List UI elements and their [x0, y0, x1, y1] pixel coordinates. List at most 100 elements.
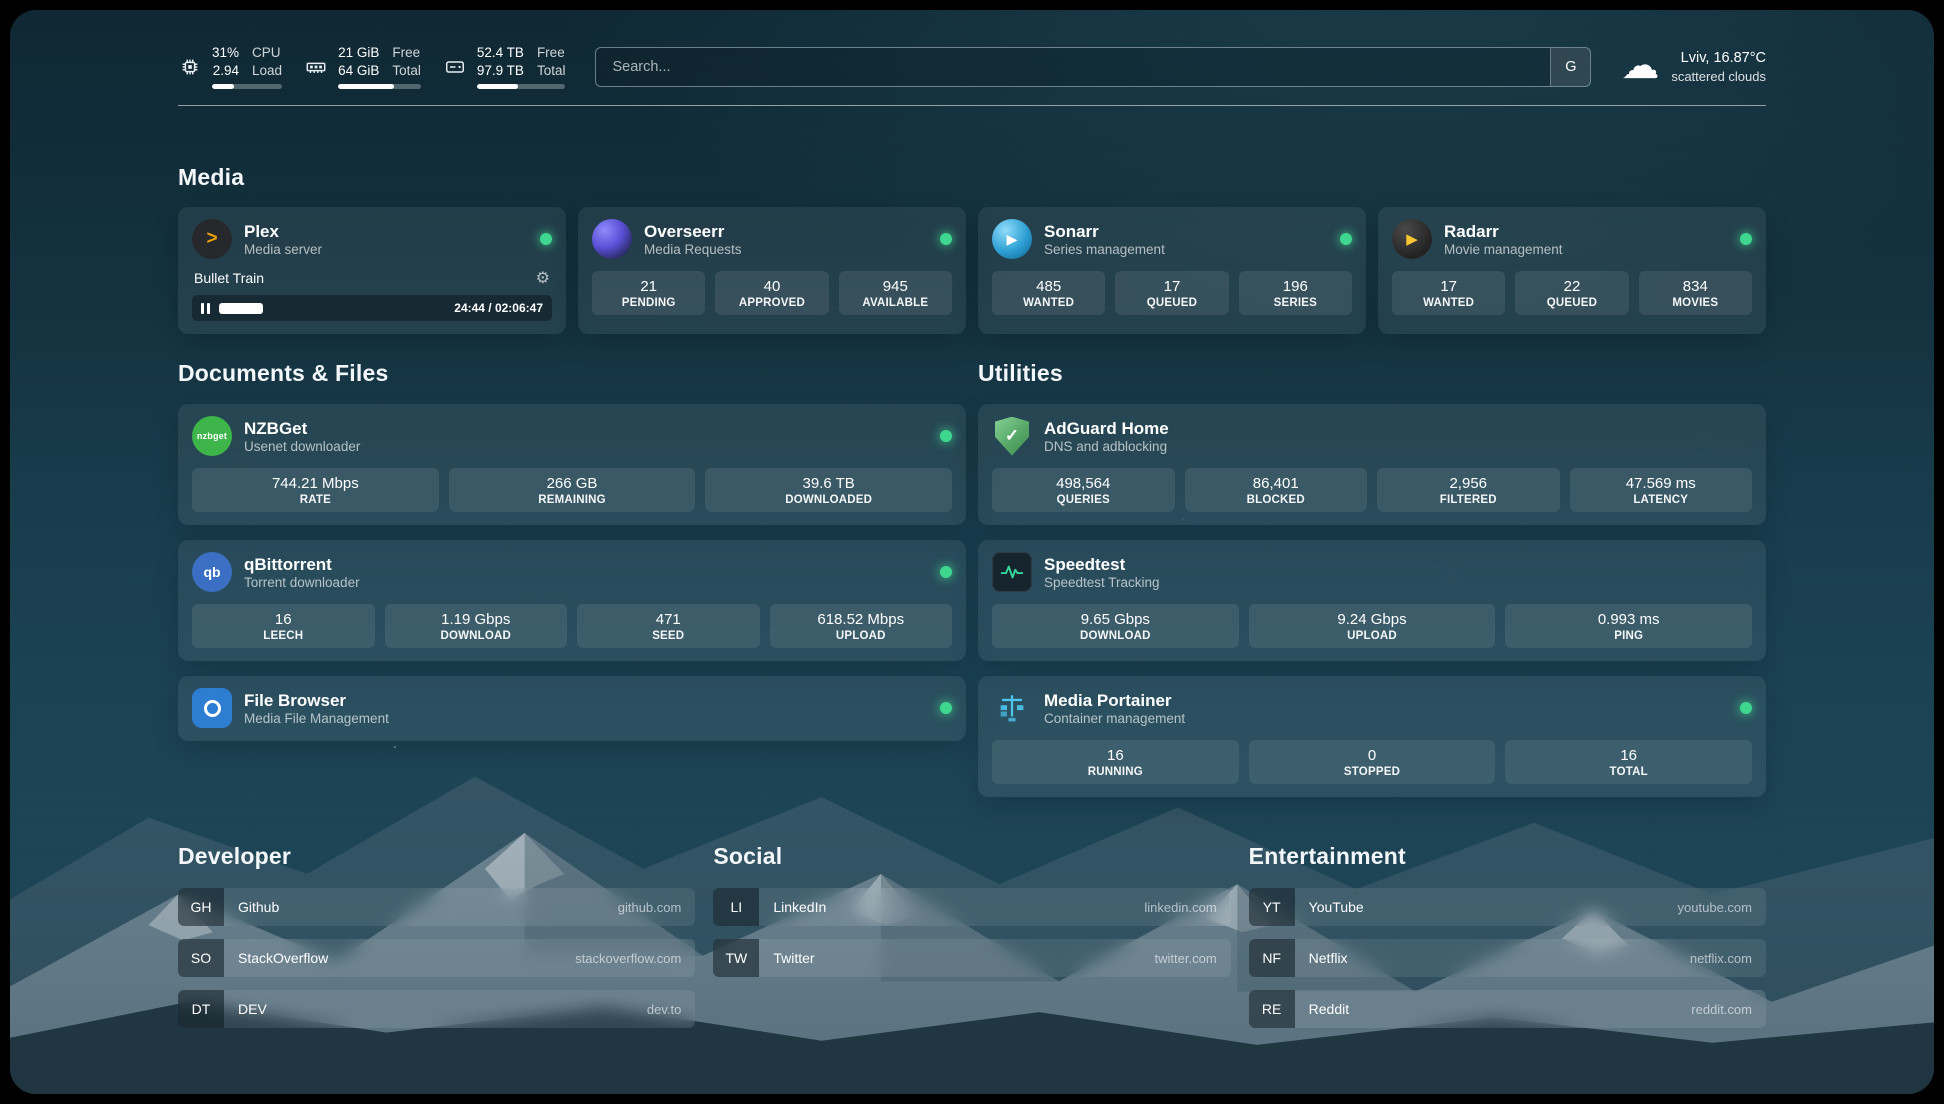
adguard-stat-latency: 47.569 ms LATENCY — [1570, 468, 1753, 512]
portainer-subtitle: Container management — [1044, 711, 1185, 726]
section-title-media: Media — [178, 164, 1766, 191]
qbittorrent-stat-download: 1.19 Gbps DOWNLOAD — [385, 604, 568, 648]
cpu-icon — [178, 55, 202, 79]
bookmark-url: dev.to — [647, 1002, 681, 1017]
overseerr-stat-pending: 21 PENDING — [592, 271, 705, 315]
bookmark-stackoverflow[interactable]: SO StackOverflow stackoverflow.com — [178, 939, 695, 977]
memory-progress-fill — [338, 84, 393, 89]
bookmark-abbr: TW — [713, 939, 759, 977]
plex-now-playing-title: Bullet Train — [194, 270, 264, 286]
bookmark-linkedin[interactable]: LI LinkedIn linkedin.com — [713, 888, 1230, 926]
service-card-plex[interactable]: > Plex Media server Bullet Train ⚙ — [178, 207, 566, 334]
bookmark-name: StackOverflow — [238, 950, 328, 966]
plex-title: Plex — [244, 221, 322, 242]
speedtest-title: Speedtest — [1044, 554, 1160, 575]
disk-total-value: 97.9 TB — [477, 62, 524, 80]
bookmark-reddit[interactable]: RE Reddit reddit.com — [1249, 990, 1766, 1028]
memory-widget: 21 GiB 64 GiB Free Total — [304, 44, 421, 89]
bookmark-netflix[interactable]: NF Netflix netflix.com — [1249, 939, 1766, 977]
filebrowser-icon — [192, 688, 232, 728]
memory-free-value: 21 GiB — [338, 44, 379, 62]
gear-icon[interactable]: ⚙ — [536, 268, 550, 288]
plex-now-playing-widget: Bullet Train ⚙ 24:44 / 02:06:47 — [192, 268, 552, 321]
nzbget-icon: nzbget — [192, 416, 232, 456]
bookmark-name: Reddit — [1309, 1001, 1349, 1017]
shield-check-icon: ✓ — [995, 417, 1029, 456]
pause-icon[interactable] — [201, 303, 210, 314]
cpu-progress-fill — [212, 84, 234, 89]
portainer-title: Media Portainer — [1044, 690, 1185, 711]
bookmark-abbr: DT — [178, 990, 224, 1028]
bookmark-url: linkedin.com — [1144, 900, 1216, 915]
radarr-icon-glyph: ▶ — [1406, 230, 1418, 248]
section-title-entertainment: Entertainment — [1249, 843, 1766, 870]
plex-subtitle: Media server — [244, 242, 322, 257]
bookmark-github[interactable]: GH Github github.com — [178, 888, 695, 926]
adguard-subtitle: DNS and adblocking — [1044, 439, 1169, 454]
qbittorrent-stat-upload: 618.52 Mbps UPLOAD — [770, 604, 953, 648]
header-divider — [178, 105, 1766, 106]
filebrowser-subtitle: Media File Management — [244, 711, 389, 726]
sonarr-status-dot — [1340, 233, 1352, 245]
plex-playback-bar[interactable]: 24:44 / 02:06:47 — [192, 295, 552, 321]
plex-icon: > — [192, 219, 232, 259]
sonarr-icon: ▶ — [992, 219, 1032, 259]
qbittorrent-icon: qb — [192, 552, 232, 592]
disk-free-value: 52.4 TB — [477, 44, 524, 62]
portainer-stat-stopped: 0 STOPPED — [1249, 740, 1496, 784]
bookmark-url: github.com — [618, 900, 682, 915]
speedtest-stat-ping: 0.993 ms PING — [1505, 604, 1752, 648]
adguard-stat-queries: 498,564 QUERIES — [992, 468, 1175, 512]
bookmark-youtube[interactable]: YT YouTube youtube.com — [1249, 888, 1766, 926]
service-card-filebrowser[interactable]: File Browser Media File Management — [178, 676, 966, 741]
service-card-portainer[interactable]: Media Portainer Container management 16 … — [978, 676, 1766, 797]
utilities-section: Utilities ✓ AdGuard Home DNS and adblock… — [978, 360, 1766, 797]
service-card-nzbget[interactable]: nzbget NZBGet Usenet downloader 744.21 M… — [178, 404, 966, 525]
radarr-status-dot — [1740, 233, 1752, 245]
disk-total-label: Total — [537, 62, 566, 80]
search-bar: G — [595, 47, 1591, 87]
service-card-adguard[interactable]: ✓ AdGuard Home DNS and adblocking 498,56… — [978, 404, 1766, 525]
portainer-stat-total: 16 TOTAL — [1505, 740, 1752, 784]
bookmark-name: LinkedIn — [773, 899, 826, 915]
disk-progress-fill — [477, 84, 518, 89]
bookmark-abbr: NF — [1249, 939, 1295, 977]
radarr-icon: ▶ — [1392, 219, 1432, 259]
plex-progress-track[interactable] — [219, 303, 445, 314]
weather-widget: ☁ Lviv, 16.87°C scattered clouds — [1621, 49, 1766, 84]
qbittorrent-subtitle: Torrent downloader — [244, 575, 360, 590]
filebrowser-status-dot — [940, 702, 952, 714]
plex-status-dot — [540, 233, 552, 245]
service-card-radarr[interactable]: ▶ Radarr Movie management 17 WANTED — [1378, 207, 1766, 334]
memory-progress-bar — [338, 84, 421, 89]
radarr-title: Radarr — [1444, 221, 1563, 242]
service-card-overseerr[interactable]: Overseerr Media Requests 21 PENDING 40 A… — [578, 207, 966, 334]
search-input[interactable] — [596, 48, 1590, 86]
nzbget-title: NZBGet — [244, 418, 360, 439]
adguard-title: AdGuard Home — [1044, 418, 1169, 439]
overseerr-icon — [592, 219, 632, 259]
portainer-status-dot — [1740, 702, 1752, 714]
speedtest-subtitle: Speedtest Tracking — [1044, 575, 1160, 590]
service-card-speedtest[interactable]: Speedtest Speedtest Tracking 9.65 Gbps D… — [978, 540, 1766, 661]
bookmark-url: stackoverflow.com — [575, 951, 681, 966]
service-card-qbittorrent[interactable]: qb qBittorrent Torrent downloader 16 — [178, 540, 966, 661]
nzbget-status-dot — [940, 430, 952, 442]
section-title-social: Social — [713, 843, 1230, 870]
cpu-percent: 31% — [212, 44, 239, 62]
bookmark-dev[interactable]: DT DEV dev.to — [178, 990, 695, 1028]
documents-files-section: Documents & Files nzbget NZBGet Usenet d… — [178, 360, 966, 741]
bookmark-url: twitter.com — [1155, 951, 1217, 966]
bookmark-group-developer: Developer GH Github github.com SO StackO… — [178, 843, 695, 1028]
service-card-sonarr[interactable]: ▶ Sonarr Series management 485 WANTED — [978, 207, 1366, 334]
sonarr-stat-series: 196 SERIES — [1239, 271, 1352, 315]
system-stats: 31% 2.94 CPU Load — [178, 44, 565, 89]
bookmark-twitter[interactable]: TW Twitter twitter.com — [713, 939, 1230, 977]
media-section: > Plex Media server Bullet Train ⚙ — [178, 207, 1766, 334]
bookmark-url: youtube.com — [1678, 900, 1752, 915]
search-provider-button[interactable]: G — [1550, 48, 1590, 86]
weather-location: Lviv, 16.87°C — [1671, 49, 1766, 69]
qbittorrent-icon-text: qb — [203, 564, 220, 580]
qbittorrent-title: qBittorrent — [244, 554, 360, 575]
overseerr-title: Overseerr — [644, 221, 742, 242]
